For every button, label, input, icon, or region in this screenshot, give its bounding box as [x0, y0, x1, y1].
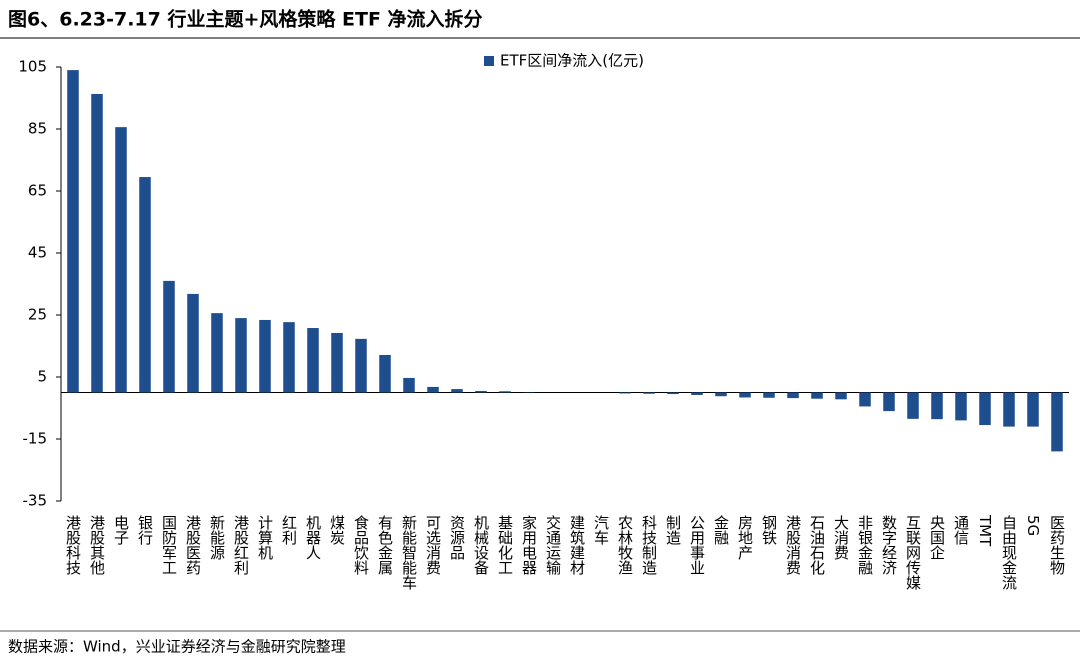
- bar: [1003, 393, 1015, 427]
- bar: [979, 393, 991, 426]
- x-tick-label: 大消费: [832, 515, 850, 560]
- x-tick-label: 电子: [112, 515, 130, 545]
- x-tick-label: 制造: [664, 515, 682, 546]
- y-tick-label: 65: [28, 182, 47, 200]
- y-tick-label: 85: [28, 120, 47, 138]
- x-tick-label: 汽车: [592, 515, 610, 545]
- bar: [1051, 393, 1063, 452]
- bar: [1027, 393, 1039, 427]
- bar: [67, 70, 79, 392]
- y-tick-label: -35: [23, 492, 48, 510]
- x-tick-label: 金融: [712, 515, 730, 545]
- bar: [787, 393, 799, 399]
- bar: [739, 393, 751, 398]
- x-tick-label: 科技制造: [640, 515, 658, 576]
- y-tick-label: 105: [18, 58, 47, 76]
- bar: [667, 393, 679, 395]
- x-tick-label: 数字经济: [880, 515, 898, 575]
- x-tick-label: 食品饮料: [352, 515, 370, 575]
- x-tick-label: 农林牧渔: [616, 515, 634, 575]
- x-tick-label: 机器人: [304, 515, 322, 560]
- bar: [811, 393, 823, 399]
- x-tick-label: 资源品: [448, 515, 466, 560]
- x-tick-label: 机械设备: [472, 515, 490, 575]
- bar: [235, 318, 247, 392]
- bar: [691, 393, 703, 395]
- bar: [427, 387, 439, 393]
- x-tick-label: 交通运输: [544, 514, 562, 575]
- legend-label: ETF区间净流入(亿元): [500, 52, 644, 70]
- bar: [859, 393, 871, 407]
- source-note: 数据来源：Wind，兴业证券经济与金融研究院整理: [8, 638, 346, 656]
- bar: [619, 393, 631, 394]
- bar: [187, 294, 199, 393]
- x-tick-label: 煤炭: [328, 515, 346, 545]
- bar: [115, 127, 127, 392]
- bar: [499, 391, 511, 392]
- chart-title: 图6、6.23-7.17 行业主题+风格策略 ETF 净流入拆分: [8, 8, 483, 31]
- x-tick-label: 医药生物: [1048, 515, 1066, 576]
- x-tick-label: 自由现金流: [1000, 515, 1018, 591]
- x-tick-label: 公用事业: [688, 515, 706, 575]
- x-tick-label: 国防军工: [160, 515, 178, 575]
- y-tick-label: 45: [28, 244, 47, 262]
- x-tick-label: 通信: [952, 515, 970, 545]
- bar: [763, 393, 775, 398]
- bar: [835, 393, 847, 400]
- x-tick-label: 计算机: [256, 515, 274, 561]
- legend-swatch: [484, 56, 494, 66]
- x-tick-label: 可选消费: [424, 515, 442, 575]
- x-tick-label: 港股其他: [88, 515, 106, 576]
- x-tick-label: 基础化工: [496, 515, 514, 575]
- bar: [907, 393, 919, 419]
- x-tick-label: 红利: [280, 515, 298, 545]
- x-tick-label: 石油石化: [808, 515, 826, 575]
- bar: [475, 391, 487, 393]
- bar: [643, 393, 655, 394]
- bar: [91, 94, 103, 393]
- y-tick-label: 5: [37, 368, 47, 386]
- bar: [283, 322, 295, 392]
- bar: [403, 378, 415, 393]
- bar: [715, 393, 727, 397]
- x-tick-label: 港股红利: [232, 515, 250, 575]
- bar: [307, 328, 319, 392]
- bar: [259, 320, 271, 393]
- bar: [883, 393, 895, 412]
- y-tick-label: 25: [28, 306, 47, 324]
- x-tick-label: 港股医药: [184, 515, 202, 576]
- x-tick-label: 银行: [136, 515, 154, 546]
- x-tick-label: 家用电器: [520, 515, 538, 575]
- y-tick-label: -15: [23, 430, 48, 448]
- bar: [451, 389, 463, 392]
- bar: [331, 333, 343, 393]
- bar: [931, 393, 943, 420]
- x-tick-label: TMT: [976, 514, 994, 547]
- x-tick-label: 央国企: [928, 515, 946, 560]
- x-tick-label: 有色金属: [376, 515, 394, 575]
- x-tick-label: 互联网传媒: [904, 515, 922, 590]
- x-tick-label: 新能智能车: [400, 515, 418, 590]
- bar: [211, 313, 223, 392]
- x-tick-label: 建筑建材: [568, 515, 586, 575]
- bar: [955, 393, 967, 421]
- bar: [163, 281, 175, 393]
- x-tick-label: 港股科技: [64, 515, 82, 576]
- x-tick-label: 港股消费: [784, 515, 802, 575]
- x-tick-label: 新能源: [208, 515, 226, 560]
- x-tick-label: 钢铁: [760, 515, 778, 545]
- bar: [139, 177, 151, 392]
- bar: [355, 339, 367, 393]
- bar: [379, 355, 391, 393]
- x-tick-label: 5G: [1024, 515, 1042, 536]
- x-tick-label: 非银金融: [856, 515, 874, 575]
- x-tick-label: 房地产: [736, 515, 754, 560]
